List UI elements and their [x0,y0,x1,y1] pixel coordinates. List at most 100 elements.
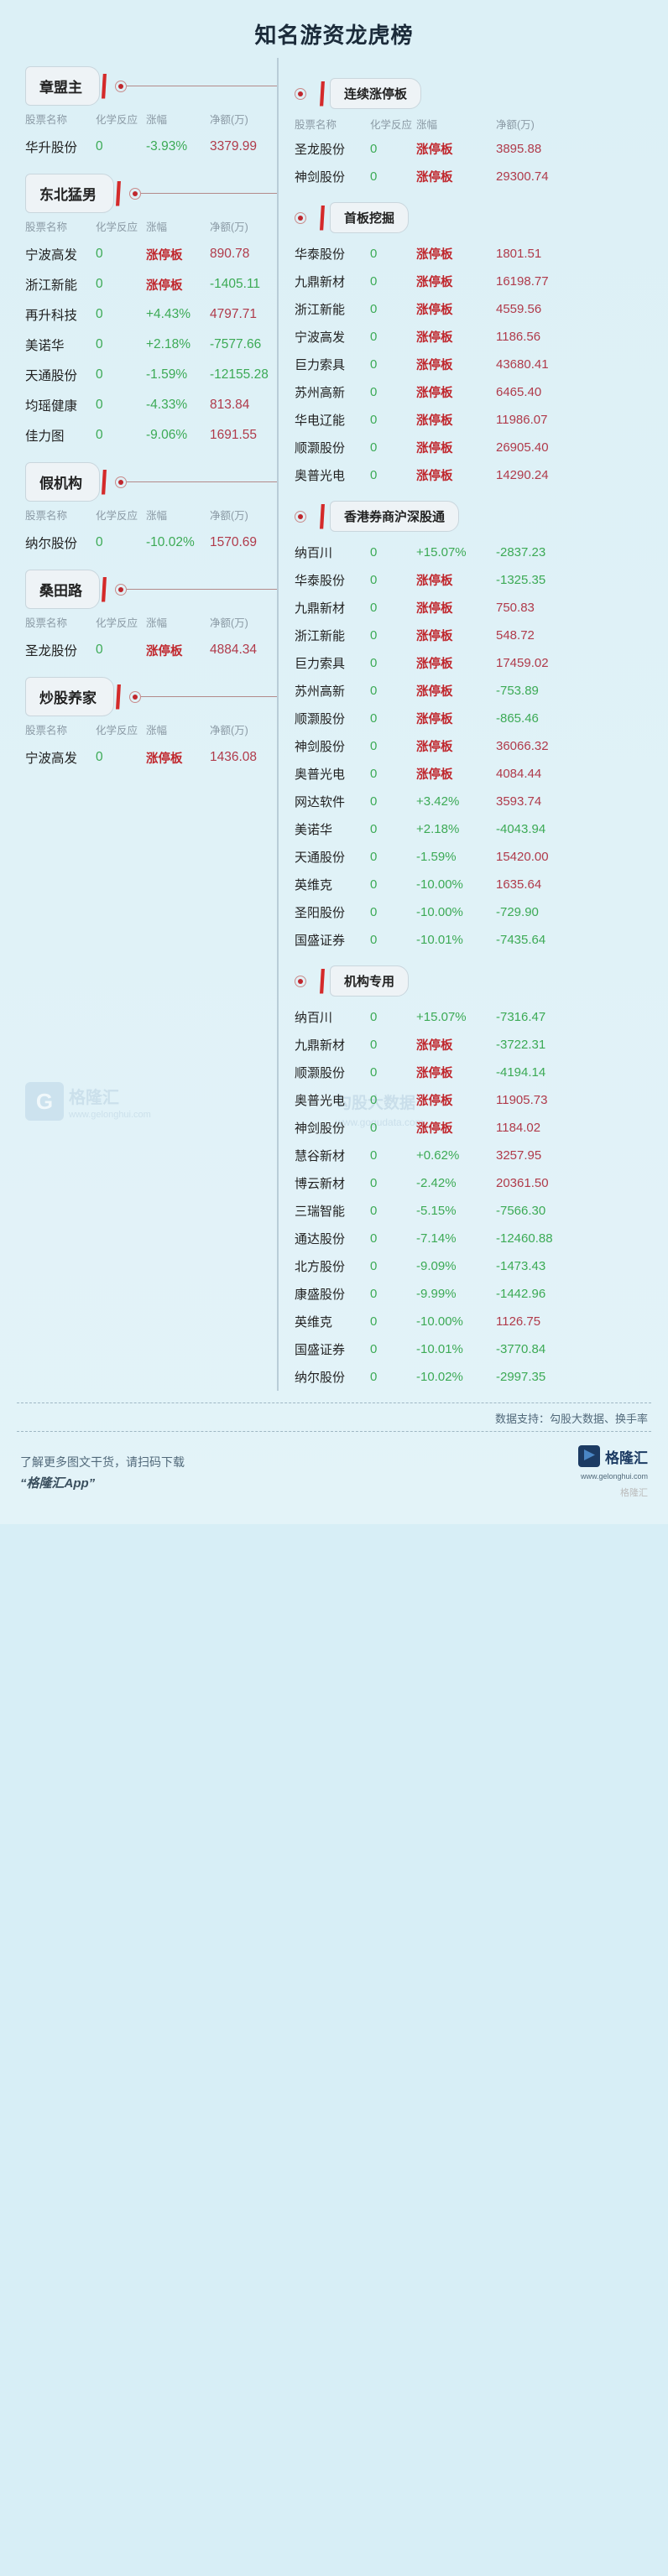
table-row[interactable]: 华升股份 0 -3.93% 3379.99 [0,132,277,162]
connector-dot [115,584,127,596]
table-row[interactable]: 顺灏股份 0 涨停板 -865.46 [278,705,668,732]
change-cell: 涨停板 [416,682,496,700]
group-tag-香港券商沪深股通[interactable]: 香港券商沪深股通 [330,501,459,532]
chem-cell: 0 [370,850,416,864]
chem-cell: 0 [370,1038,416,1052]
stock-name-cell: 神剑股份 [295,168,370,185]
table-row[interactable]: 宁波高发 0 涨停板 1186.56 [278,323,668,351]
stock-name-cell: 网达软件 [295,793,370,810]
table-row[interactable]: 博云新材 0 -2.42% 20361.50 [278,1169,668,1197]
table-row[interactable]: 苏州高新 0 涨停板 -753.89 [278,677,668,705]
table-row[interactable]: 通达股份 0 -7.14% -12460.88 [278,1225,668,1252]
stock-name-cell: 浙江新能 [295,300,370,318]
table-row[interactable]: 纳尔股份 0 -10.02% 1570.69 [0,528,277,558]
stock-name-cell: 九鼎新材 [295,1036,370,1054]
mini-logo-badge[interactable]: 格隆汇 [620,1486,648,1499]
table-row[interactable]: 华泰股份 0 涨停板 -1325.35 [278,566,668,594]
table-row[interactable]: 巨力索具 0 涨停板 17459.02 [278,649,668,677]
table-row[interactable]: 华泰股份 0 涨停板 1801.51 [278,240,668,268]
table-row[interactable]: 顺灏股份 0 涨停板 -4194.14 [278,1059,668,1086]
stock-name-cell: 奥普光电 [295,466,370,484]
table-row[interactable]: 佳力图 0 -9.06% 1691.55 [0,420,277,450]
table-row[interactable]: 网达软件 0 +3.42% 3593.74 [278,788,668,815]
table-row[interactable]: 九鼎新材 0 涨停板 16198.77 [278,268,668,295]
change-cell: 涨停板 [416,710,496,727]
chem-cell: 0 [370,545,416,559]
table-row[interactable]: 顺灏股份 0 涨停板 26905.40 [278,434,668,461]
change-cell: 涨停板 [416,411,496,429]
table-row[interactable]: 均瑶健康 0 -4.33% 813.84 [0,390,277,420]
table-row[interactable]: 英维克 0 -10.00% 1126.75 [278,1308,668,1335]
group-tag-假机构[interactable]: 假机构 [25,462,100,502]
chem-cell: 0 [370,656,416,670]
table-row[interactable]: 圣阳股份 0 -10.00% -729.90 [278,898,668,926]
table-row[interactable]: 三瑞智能 0 -5.15% -7566.30 [278,1197,668,1225]
change-cell: 涨停板 [416,383,496,401]
page-title: 知名游资龙虎榜 [0,0,668,58]
change-cell: 涨停板 [416,627,496,644]
table-row[interactable]: 再升科技 0 +4.43% 4797.71 [0,299,277,330]
table-row[interactable]: 纳尔股份 0 -10.02% -2997.35 [278,1363,668,1391]
table-row[interactable]: 国盛证券 0 -10.01% -7435.64 [278,926,668,954]
change-cell: +2.18% [146,337,210,352]
table-row[interactable]: 纳百川 0 +15.07% -7316.47 [278,1003,668,1031]
group-tag-机构专用[interactable]: 机构专用 [330,965,409,997]
group-机构专用: 机构专用纳百川 0 +15.07% -7316.47 九鼎新材 0 涨停板 -3722.31 顺… [278,965,668,1391]
table-row[interactable]: 九鼎新材 0 涨停板 -3722.31 [278,1031,668,1059]
table-row[interactable]: 美诺华 0 +2.18% -7577.66 [0,330,277,360]
table-row[interactable]: 天通股份 0 -1.59% -12155.28 [0,360,277,390]
connector-dot [129,691,141,703]
table-row[interactable]: 宁波高发 0 涨停板 890.78 [0,239,277,269]
group-tag-连续涨停板[interactable]: 连续涨停板 [330,78,421,109]
net-amount-cell: 3379.99 [210,139,269,154]
chem-cell: 0 [370,684,416,698]
table-row[interactable]: 浙江新能 0 涨停板 -1405.11 [0,269,277,299]
chem-cell: 0 [370,1148,416,1163]
table-row[interactable]: 浙江新能 0 涨停板 548.72 [278,622,668,649]
net-amount-cell: 4084.44 [496,767,660,781]
chem-cell: 0 [370,1342,416,1356]
change-cell: 涨停板 [416,1064,496,1081]
stock-name-cell: 纳尔股份 [25,533,96,552]
chem-cell: 0 [370,468,416,482]
table-row[interactable]: 康盛股份 0 -9.99% -1442.96 [278,1280,668,1308]
right-column: 连续涨停板 股票名称 化学反应 涨幅 净额(万) 圣龙股份 0 涨停板 3895.88 神剑股份 0… [277,58,668,1391]
group-tag-章盟主[interactable]: 章盟主 [25,66,100,106]
table-row[interactable]: 神剑股份 0 涨停板 1184.02 [278,1114,668,1142]
change-cell: -9.09% [416,1259,496,1273]
table-row[interactable]: 神剑股份 0 涨停板 29300.74 [278,163,668,190]
chem-cell: 0 [370,1370,416,1384]
net-amount-cell: 43680.41 [496,357,660,372]
chem-cell: 0 [96,428,146,443]
group-tag-桑田路[interactable]: 桑田路 [25,570,100,609]
table-row[interactable]: 奥普光电 0 涨停板 11905.73 [278,1086,668,1114]
table-row[interactable]: 奥普光电 0 涨停板 4084.44 [278,760,668,788]
table-row[interactable]: 华电辽能 0 涨停板 11986.07 [278,406,668,434]
stock-name-cell: 三瑞智能 [295,1202,370,1220]
table-row[interactable]: 国盛证券 0 -10.01% -3770.84 [278,1335,668,1363]
footer-logo[interactable]: 格隆汇 [578,1445,648,1467]
stock-name-cell: 华泰股份 [295,245,370,263]
table-row[interactable]: 神剑股份 0 涨停板 36066.32 [278,732,668,760]
table-row[interactable]: 巨力索具 0 涨停板 43680.41 [278,351,668,378]
group-tag-东北猛男[interactable]: 东北猛男 [25,174,114,213]
table-row[interactable]: 纳百川 0 +15.07% -2837.23 [278,539,668,566]
table-row[interactable]: 英维克 0 -10.00% 1635.64 [278,871,668,898]
table-row[interactable]: 北方股份 0 -9.09% -1473.43 [278,1252,668,1280]
table-row[interactable]: 慧谷新材 0 +0.62% 3257.95 [278,1142,668,1169]
change-cell: -9.99% [416,1287,496,1301]
table-row[interactable]: 奥普光电 0 涨停板 14290.24 [278,461,668,489]
table-row[interactable]: 九鼎新材 0 涨停板 750.83 [278,594,668,622]
table-row[interactable]: 圣龙股份 0 涨停板 3895.88 [278,135,668,163]
group-tag-炒股养家[interactable]: 炒股养家 [25,677,114,716]
table-row[interactable]: 美诺华 0 +2.18% -4043.94 [278,815,668,843]
stock-name-cell: 再升科技 [25,305,96,324]
chem-cell: 0 [370,739,416,753]
table-row[interactable]: 苏州高新 0 涨停板 6465.40 [278,378,668,406]
table-row[interactable]: 天通股份 0 -1.59% 15420.00 [278,843,668,871]
table-row[interactable]: 浙江新能 0 涨停板 4559.56 [278,295,668,323]
table-row[interactable]: 圣龙股份 0 涨停板 4884.34 [0,635,277,665]
chem-cell: 0 [370,877,416,892]
group-tag-首板挖掘[interactable]: 首板挖掘 [330,202,409,233]
table-row[interactable]: 宁波高发 0 涨停板 1436.08 [0,742,277,773]
